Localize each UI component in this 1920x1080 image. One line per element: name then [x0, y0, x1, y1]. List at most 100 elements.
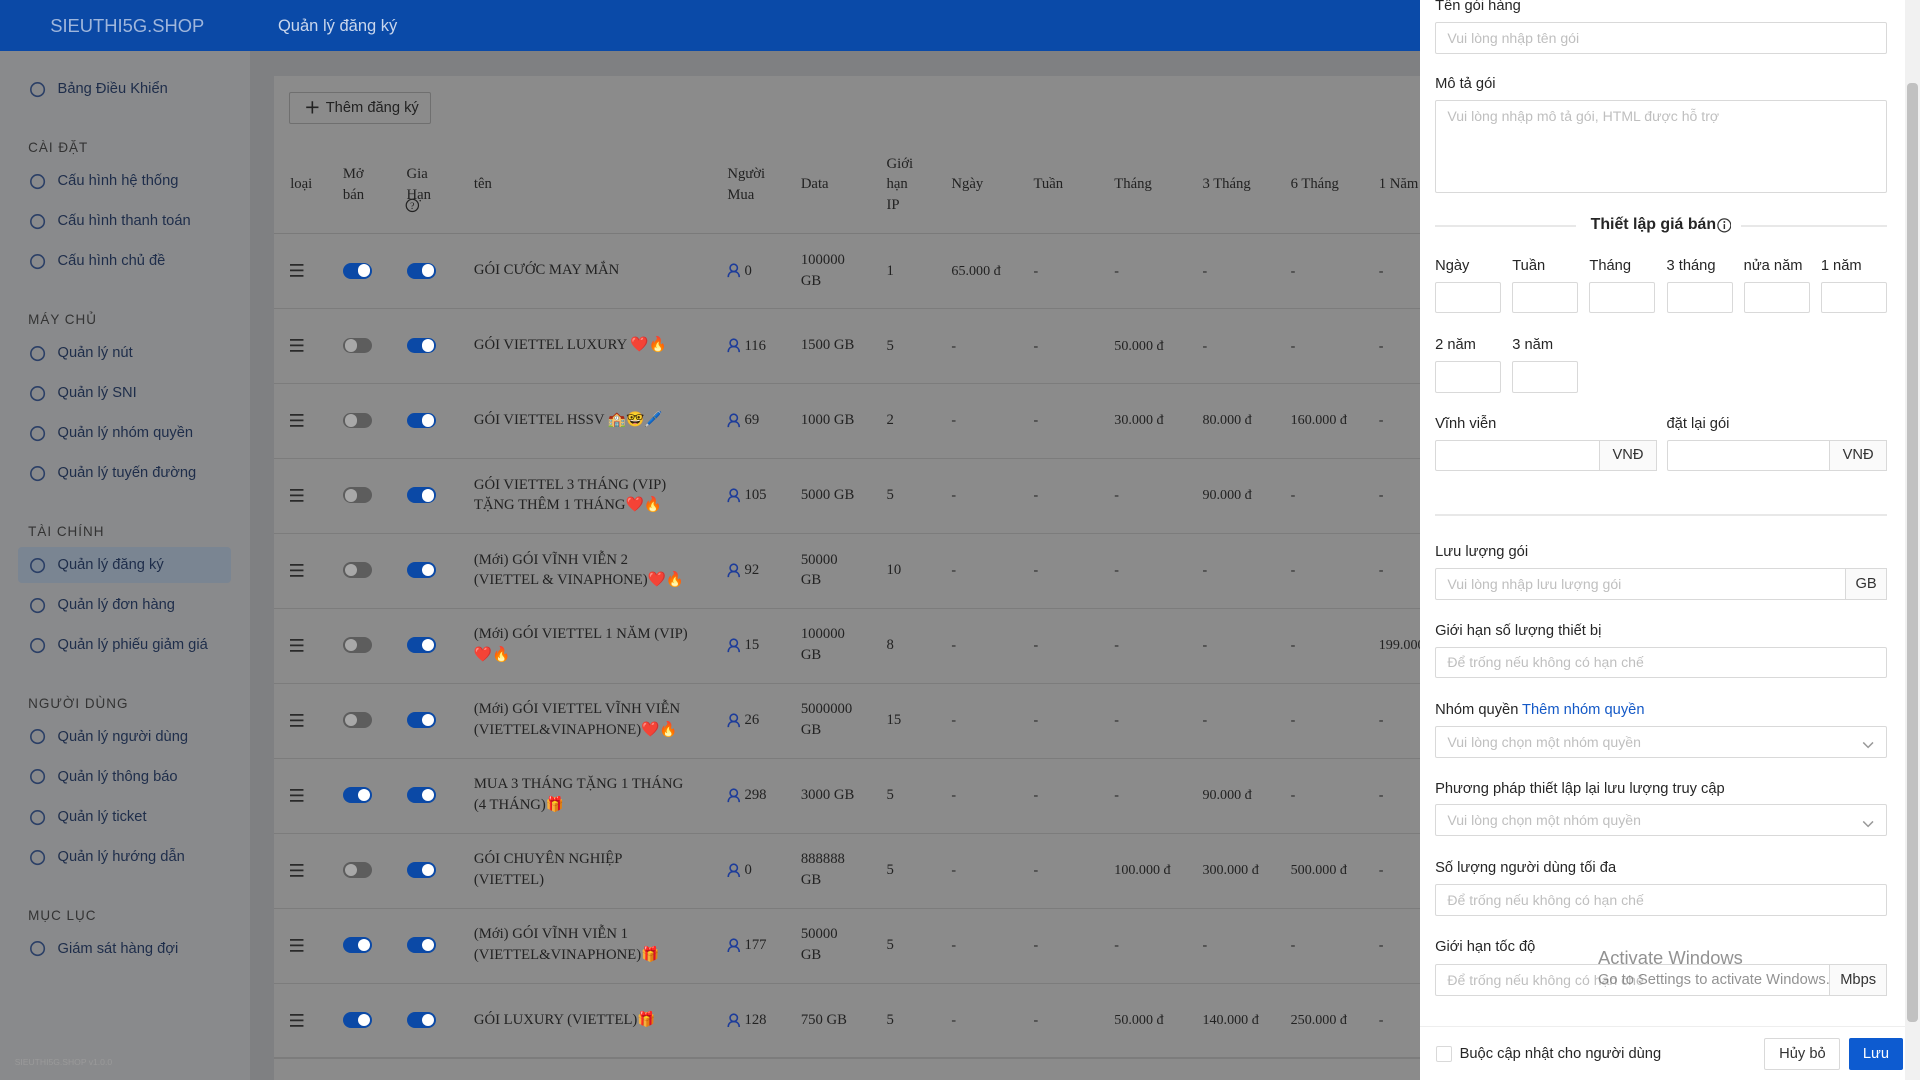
placeholder[interactable]: Vui lòng nhập tên gói	[1447, 29, 1580, 46]
toggle[interactable]	[406, 487, 436, 504]
toggle[interactable]	[406, 337, 436, 354]
input[interactable]	[1435, 361, 1502, 394]
menu-section: CÀI ĐẶT	[28, 140, 89, 156]
placeholder[interactable]: Vui lòng chọn một nhóm quyền	[1447, 734, 1641, 751]
toggle[interactable]	[406, 412, 436, 429]
toggle[interactable]	[342, 937, 373, 953]
input[interactable]	[1512, 361, 1579, 394]
toggle[interactable]	[406, 562, 436, 579]
user-icon	[727, 263, 741, 278]
menu-item[interactable]: Quản lý nút	[57, 345, 133, 362]
checkbox-label[interactable]: Buộc cập nhật cho người dùng	[1459, 1046, 1662, 1063]
menu-item[interactable]: Quản lý nhóm quyền	[57, 425, 194, 442]
toggle[interactable]	[342, 1012, 373, 1028]
checkbox[interactable]	[1436, 1045, 1453, 1062]
cancel-button[interactable]: Hủy bỏ	[1764, 1038, 1841, 1071]
watermark-text: Go to Settings to activate Windows.	[1597, 971, 1830, 988]
header-divider	[274, 232, 1421, 234]
save-button[interactable]: Lưu	[1848, 1038, 1903, 1071]
input[interactable]	[1435, 884, 1887, 916]
drag-handle	[290, 938, 304, 953]
input[interactable]	[1743, 281, 1810, 314]
select[interactable]	[1435, 804, 1887, 837]
input[interactable]	[1512, 281, 1579, 314]
menu-item[interactable]: Quản lý ticket	[57, 809, 147, 826]
toggle[interactable]	[406, 787, 436, 804]
column-header: 1 Năm	[1378, 176, 1419, 193]
menu-item[interactable]: Giám sát hàng đợi	[57, 940, 179, 957]
toggle[interactable]	[342, 412, 373, 429]
toggle[interactable]	[406, 1012, 436, 1028]
input[interactable]	[1589, 281, 1656, 314]
input[interactable]	[1666, 281, 1733, 314]
add-button[interactable]	[288, 91, 431, 124]
package-name: (Mới) GÓI VIETTEL 1 NĂM (VIP) ❤️🔥	[473, 626, 688, 664]
buyers: 116	[744, 337, 766, 354]
placeholder[interactable]: Vui lòng chọn một nhóm quyền	[1447, 812, 1641, 829]
package-name: (Mới) GÓI VĨNH VIỄN 1 (VIETTEL&VINAPHONE…	[473, 926, 660, 964]
toggle[interactable]	[342, 712, 373, 729]
input[interactable]	[1435, 22, 1887, 54]
menu-item[interactable]: Cấu hình hệ thống	[57, 173, 179, 190]
toggle[interactable]	[406, 712, 436, 729]
menu-item[interactable]: Bảng Điều Khiển	[57, 81, 168, 98]
menu-active-bg	[18, 546, 232, 584]
toggle[interactable]	[342, 487, 373, 504]
package-name: GÓI VIETTEL 3 THÁNG (VIP) TẶNG THÊM 1 TH…	[473, 476, 667, 514]
toggle[interactable]	[342, 862, 373, 879]
toggle[interactable]	[406, 262, 436, 279]
select[interactable]	[1435, 726, 1887, 758]
user-icon	[727, 413, 741, 428]
drag-handle-svg	[290, 414, 304, 427]
price: -	[951, 712, 957, 729]
toggle[interactable]	[342, 562, 373, 579]
help-icon-svg: ?	[405, 198, 420, 213]
menu-item[interactable]: Cấu hình thanh toán	[57, 213, 191, 230]
input[interactable]	[1820, 281, 1887, 314]
placeholder[interactable]: Vui lòng nhập mô tả gói, HTML được hỗ tr…	[1447, 108, 1720, 125]
menu-item[interactable]: Quản lý thông báo	[57, 769, 178, 786]
menu-item[interactable]: Quản lý đăng ký	[57, 557, 164, 574]
toggle[interactable]	[406, 937, 436, 953]
placeholder[interactable]: Vui lòng nhập lưu lượng gói	[1447, 576, 1622, 593]
drag-handle	[290, 713, 304, 728]
input[interactable]	[1435, 963, 1887, 996]
drag-handle-svg	[290, 713, 304, 727]
user-icon-svg	[727, 563, 741, 578]
menu-item[interactable]: Quản lý hướng dẫn	[57, 849, 185, 866]
menu-item[interactable]: Quản lý người dùng	[57, 729, 189, 745]
field-label: Giới hạn số lượng thiết bị	[1435, 622, 1602, 639]
ip-limit: 5	[886, 862, 894, 879]
brand: SIEUTHI5G.SHOP	[50, 14, 205, 36]
input-addon: Mbps	[1829, 963, 1887, 996]
field-label: đặt lại gói	[1666, 415, 1730, 432]
menu-item[interactable]: Cấu hình chủ đề	[57, 253, 166, 270]
link[interactable]: Thêm nhóm quyền	[1522, 702, 1645, 719]
input[interactable]	[1435, 281, 1502, 314]
input[interactable]	[1435, 568, 1887, 600]
menu-item[interactable]: Quản lý đơn hàng	[57, 597, 175, 614]
toggle[interactable]	[406, 637, 436, 654]
info-icon	[1716, 218, 1732, 233]
toggle[interactable]	[342, 337, 373, 354]
input[interactable]	[1435, 100, 1887, 194]
price: 160.000 đ	[1290, 412, 1347, 429]
chevron	[1862, 816, 1874, 828]
toggle[interactable]	[342, 262, 373, 279]
menu-item[interactable]: Quản lý tuyến đường	[57, 465, 197, 482]
version: SIEUTHI5G.SHOP v1.0.0	[14, 1056, 113, 1067]
scrollbar-thumb	[1906, 83, 1918, 1023]
placeholder[interactable]: Để trống nếu không có hạn chế	[1447, 891, 1644, 908]
menu-item[interactable]: Quản lý SNI	[57, 385, 137, 402]
placeholder[interactable]: Để trống nếu không có hạn chế	[1447, 654, 1644, 671]
toggle-knob	[344, 564, 357, 577]
add-button-label[interactable]: Thêm đăng ký	[325, 99, 419, 116]
toggle[interactable]	[406, 862, 436, 879]
toggle[interactable]	[342, 787, 373, 804]
column-header: tên	[473, 176, 492, 193]
toggle[interactable]	[342, 637, 373, 654]
menu-item[interactable]: Quản lý phiếu giảm giá	[57, 637, 208, 654]
price: -	[1202, 712, 1208, 729]
input[interactable]	[1435, 646, 1887, 679]
placeholder[interactable]: Để trống nếu không có hạn chế	[1447, 971, 1644, 988]
